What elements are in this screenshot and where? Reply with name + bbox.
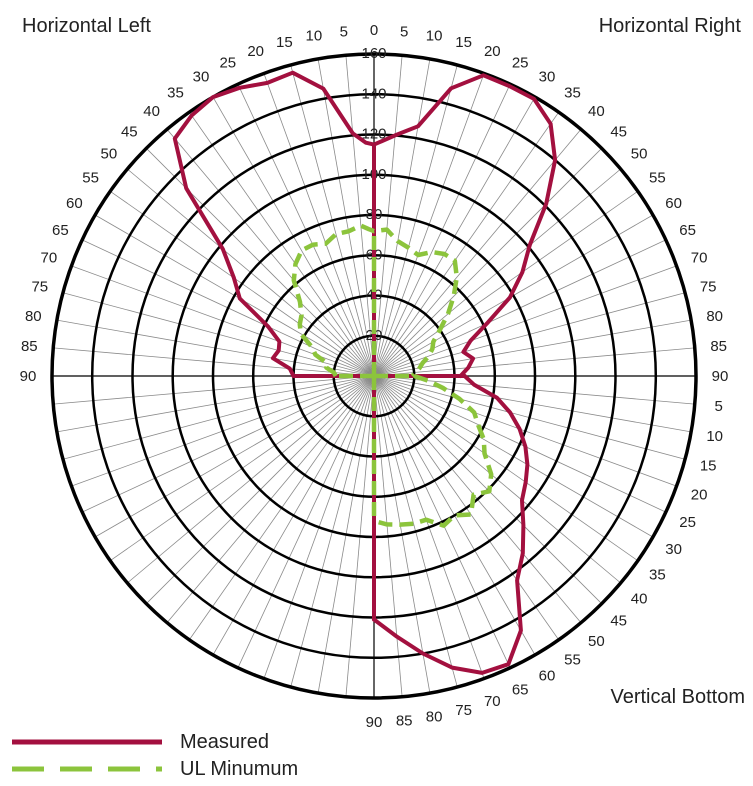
angle-label: 75 [455,702,472,719]
angle-label: 55 [564,651,581,668]
vertical-bottom-label: Vertical Bottom [610,686,745,708]
angle-label: 50 [631,146,648,163]
angle-label: 20 [484,43,501,60]
angle-label: 45 [610,613,627,630]
angle-label: 45 [121,123,138,140]
angle-label: 80 [25,308,42,325]
angle-label: 70 [484,693,501,710]
angle-label: 30 [665,541,682,558]
angle-label: 70 [691,250,708,267]
horizontal-right-label: Horizontal Right [598,15,741,37]
angle-label: 45 [610,123,627,140]
angle-label: 40 [143,103,160,120]
horizontal-left-label: Horizontal Left [22,15,151,37]
angle-label: 10 [426,27,443,44]
angle-label: 80 [426,709,443,726]
angle-label: 15 [455,34,472,51]
angle-label: 85 [710,338,727,355]
measured-vertical-curve [372,374,530,675]
angle-label: 70 [41,250,58,267]
angle-label: 75 [700,278,717,295]
radial-tick-label: 160 [361,45,386,62]
angle-label: 25 [219,54,236,71]
angle-label: 35 [564,85,581,102]
angle-label: 25 [512,54,529,71]
angle-label: 5 [715,398,723,415]
legend-label-measured: Measured [180,730,269,753]
angle-label: 75 [31,278,48,295]
angle-label: 40 [631,590,648,607]
angle-label: 30 [193,68,210,85]
angle-label: 40 [588,103,605,120]
angle-label: 20 [691,486,708,503]
legend-item-measured: Measured [12,729,269,755]
radial-tick-label: 120 [361,126,386,143]
angle-label: 15 [700,458,717,475]
angle-label: 35 [167,85,184,102]
legend-label-ul-minimum: UL Minumum [180,757,299,780]
angle-label: 25 [679,514,696,531]
radial-tick-label: 140 [361,85,386,102]
angle-label: 60 [539,668,556,685]
legend-swatch-measured [12,739,162,745]
angle-label: 50 [588,633,605,650]
angle-label: 85 [396,713,413,730]
angle-label: 5 [400,23,408,40]
angle-label: 80 [706,308,723,325]
legend-item-ul-minimum: UL Minumum [12,756,298,782]
angle-label: 90 [712,368,729,385]
angle-label: 60 [66,195,83,212]
angle-label: 65 [52,222,69,239]
angle-label: 55 [82,170,99,187]
angle-label: 30 [539,68,556,85]
angle-label: 90 [366,714,383,731]
legend-swatch-ul-minimum [12,766,162,772]
ul-minimum-upper-curve [291,223,460,378]
angle-label: 20 [247,43,264,60]
angle-label: 15 [276,34,293,51]
angle-label: 5 [340,23,348,40]
angle-label: 85 [21,338,38,355]
angle-label: 10 [706,428,723,445]
series-lines [172,70,558,675]
angle-label: 35 [649,567,666,584]
angle-label: 90 [20,368,37,385]
ul-minimum-vertical-curve [373,373,494,528]
measured-upper-curve [172,70,558,378]
angle-label: 65 [679,222,696,239]
angle-label: 65 [512,682,529,699]
angle-label: 10 [306,27,323,44]
angle-label: 55 [649,170,666,187]
angle-label: 60 [665,195,682,212]
angle-label: 50 [101,146,118,163]
angle-label: 0 [370,22,378,39]
